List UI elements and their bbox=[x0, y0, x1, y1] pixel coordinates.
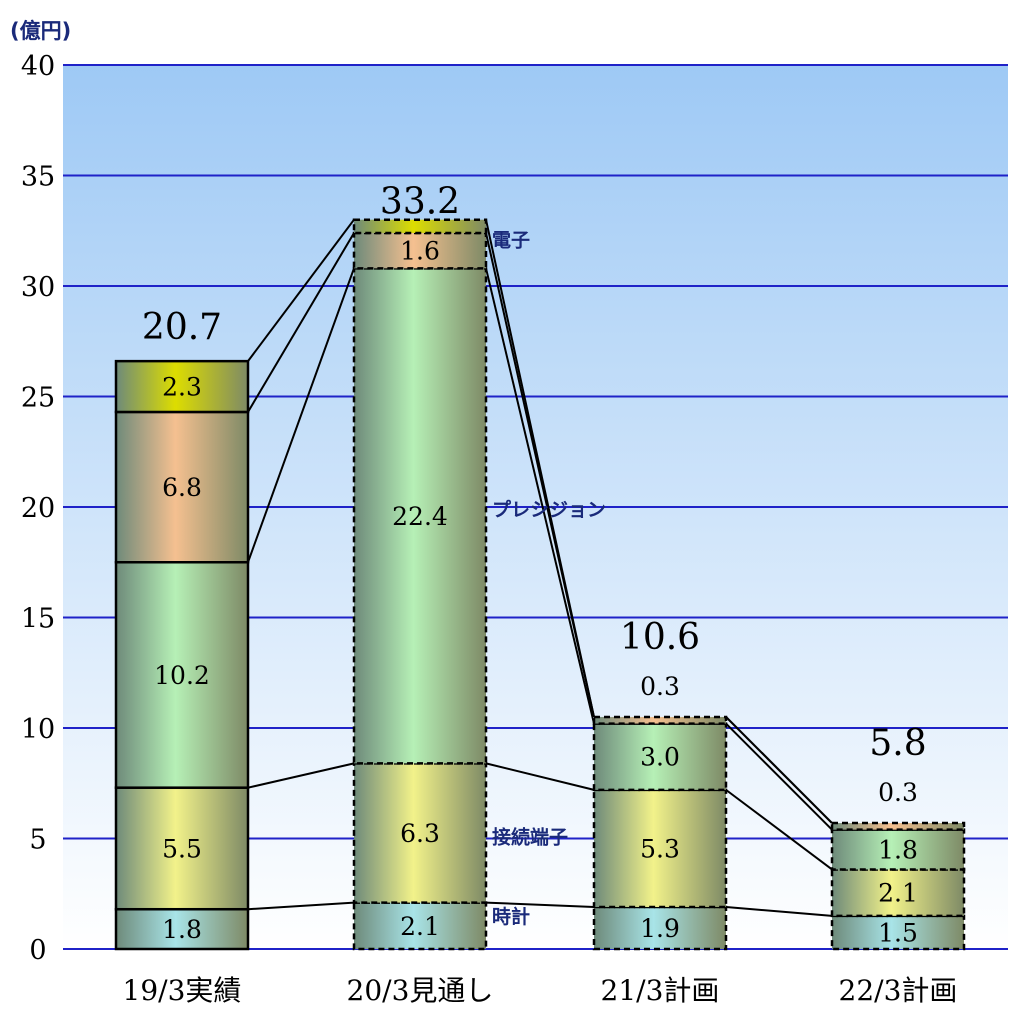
category-label: 21/3計画 bbox=[601, 974, 720, 1007]
bars bbox=[114, 218, 966, 951]
y-tick-label: 20 bbox=[21, 493, 55, 524]
bar-segment bbox=[114, 410, 250, 564]
connector-line bbox=[247, 762, 355, 789]
segment-label: 2.1 bbox=[878, 879, 918, 908]
segment-label: 0.3 bbox=[640, 672, 680, 701]
y-tick-label: 25 bbox=[21, 383, 55, 414]
total-label: 10.6 bbox=[620, 617, 700, 658]
connector-line bbox=[725, 722, 833, 831]
bar-segment bbox=[114, 907, 250, 951]
bar-segment bbox=[830, 828, 966, 871]
connector-line bbox=[485, 268, 595, 724]
segment-label: 5.5 bbox=[162, 834, 202, 863]
unit-label: (億円) bbox=[10, 19, 71, 43]
connector-line bbox=[485, 219, 595, 718]
total-label: 33.2 bbox=[380, 182, 460, 223]
segment-label: 22.4 bbox=[392, 502, 448, 531]
segment-label: 1.5 bbox=[878, 918, 918, 947]
connector-line bbox=[725, 906, 833, 917]
category-label: 19/3実績 bbox=[123, 974, 242, 1007]
y-tick-label: 35 bbox=[21, 162, 55, 193]
bar-segment bbox=[352, 267, 488, 765]
connector-line bbox=[725, 716, 833, 824]
bar-segment bbox=[592, 722, 728, 792]
series-label: 電子 bbox=[492, 230, 530, 252]
segment-label: 10.2 bbox=[154, 661, 210, 690]
bar-segment bbox=[592, 715, 728, 725]
series-label: 接続端子 bbox=[492, 825, 568, 848]
bar-segment bbox=[352, 762, 488, 904]
total-label: 5.8 bbox=[869, 723, 926, 764]
data-labels: 1.8 2.1 1.9 1.5 5.5 6.3 5.3 2.1 10.2 22.4 3.0 1.8 6.… bbox=[142, 182, 927, 948]
segment-label: 1.8 bbox=[878, 836, 918, 865]
segment-label: 6.8 bbox=[162, 473, 202, 502]
bar-segment bbox=[352, 231, 488, 270]
y-tick-label: 40 bbox=[21, 51, 55, 82]
bar-segment bbox=[114, 786, 250, 911]
connector-line bbox=[247, 901, 355, 911]
bar-segment bbox=[830, 868, 966, 918]
y-tick-label: 10 bbox=[21, 714, 55, 745]
connector-line bbox=[247, 219, 355, 362]
connector-lines bbox=[247, 219, 833, 917]
y-tick-label: 0 bbox=[29, 935, 46, 966]
segment-label: 2.1 bbox=[400, 912, 440, 941]
segment-label: 1.6 bbox=[400, 237, 440, 266]
y-tick-label: 15 bbox=[21, 604, 55, 635]
connector-line bbox=[485, 901, 595, 909]
segment-label: 5.3 bbox=[640, 834, 680, 863]
segment-label: 2.3 bbox=[162, 373, 202, 402]
y-tick-label: 30 bbox=[21, 272, 55, 303]
connector-line bbox=[247, 267, 355, 563]
y-tick-label: 5 bbox=[29, 825, 46, 856]
category-label: 20/3見通し bbox=[347, 974, 494, 1007]
bar-segment bbox=[352, 218, 488, 235]
category-labels: 19/3実績 20/3見通し 21/3計画 22/3計画 bbox=[123, 974, 958, 1007]
segment-label: 6.3 bbox=[400, 819, 440, 848]
total-label: 20.7 bbox=[142, 307, 222, 348]
segment-label: 3.0 bbox=[640, 743, 680, 772]
bar-segment bbox=[592, 788, 728, 909]
segment-label: 1.8 bbox=[162, 915, 202, 944]
segment-label: 0.3 bbox=[878, 778, 918, 807]
bar-segment bbox=[114, 561, 250, 789]
bar-segment bbox=[352, 901, 488, 951]
connector-line bbox=[725, 789, 833, 871]
connector-line bbox=[247, 232, 355, 413]
y-axis-ticks: 0 5 10 15 20 25 30 35 40 bbox=[21, 51, 55, 966]
bar-segment bbox=[830, 821, 966, 831]
bar-segment bbox=[114, 359, 250, 414]
series-label: プレシジョン bbox=[492, 498, 606, 521]
connector-line bbox=[485, 762, 595, 791]
series-label: 時計 bbox=[492, 905, 530, 928]
segment-label: 1.9 bbox=[640, 914, 680, 943]
category-label: 22/3計画 bbox=[839, 974, 958, 1007]
